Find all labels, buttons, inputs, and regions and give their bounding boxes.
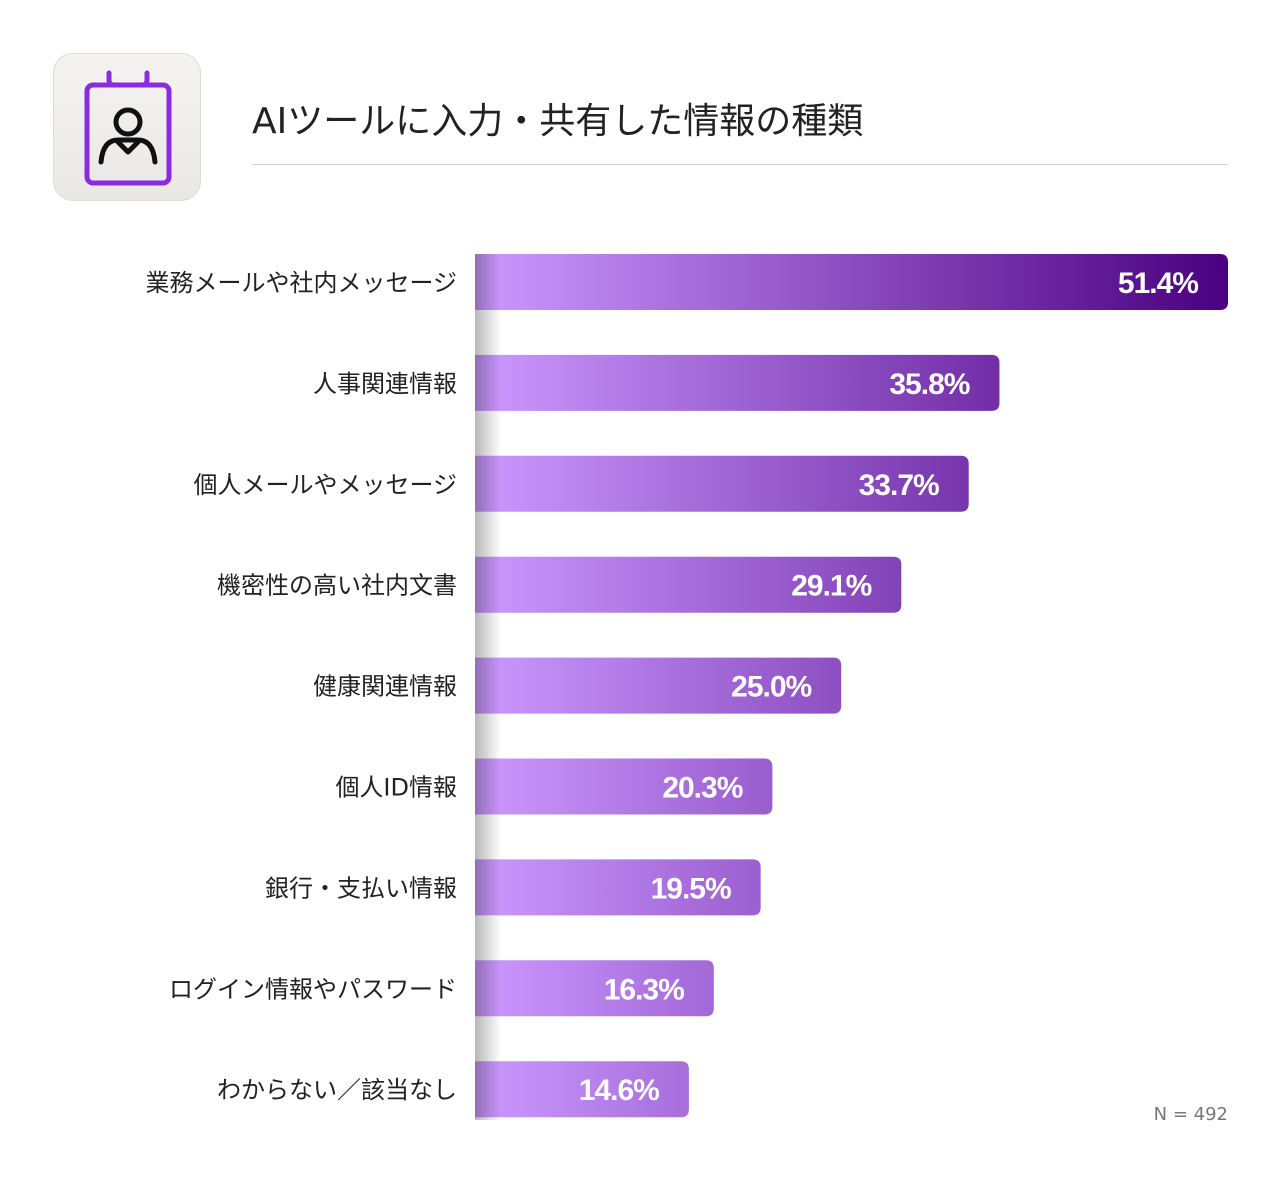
category-label-5: 健康関連情報 [313, 673, 457, 701]
bar-value-label-2: 35.8% [889, 368, 969, 401]
bar-9 [475, 1061, 689, 1118]
category-label-7: 銀行・支払い情報 [265, 874, 457, 902]
bar-value-label-8: 16.3% [604, 973, 684, 1006]
category-label-1: 業務メールや社内メッセージ [145, 269, 457, 297]
category-label-4: 機密性の高い社内文書 [217, 572, 457, 600]
bar-8 [475, 960, 714, 1017]
bar-5 [475, 657, 842, 714]
bar-value-label-4: 29.1% [791, 570, 871, 603]
chart-title: AIツールに入力・共有した情報の種類 [252, 101, 864, 142]
sample-size-note: N = 492 [1153, 1104, 1228, 1125]
category-label-3: 個人メールやメッセージ [193, 471, 457, 499]
icon-tile [53, 53, 201, 201]
category-label-9: わからない／該当なし [217, 1076, 457, 1104]
bar-7 [475, 859, 761, 916]
category-label-6: 個人ID情報 [335, 774, 457, 802]
title-divider [252, 164, 1228, 165]
bar-value-label-1: 51.4% [1118, 267, 1198, 300]
category-label-8: ログイン情報やパスワード [169, 975, 457, 1003]
bar-value-label-6: 20.3% [662, 772, 742, 805]
bar-3 [475, 455, 969, 512]
bar-value-label-3: 33.7% [859, 469, 939, 502]
bar-4 [475, 556, 902, 613]
bar-1 [475, 254, 1228, 310]
bar-value-label-9: 14.6% [579, 1074, 659, 1107]
category-label-2: 人事関連情報 [313, 370, 457, 398]
axis-shadow [475, 254, 501, 1120]
id-badge-icon [84, 70, 172, 186]
bar-value-label-5: 25.0% [731, 671, 811, 704]
bar-2 [475, 354, 1000, 411]
bar-value-label-7: 19.5% [651, 872, 731, 905]
bar-6 [475, 758, 773, 815]
